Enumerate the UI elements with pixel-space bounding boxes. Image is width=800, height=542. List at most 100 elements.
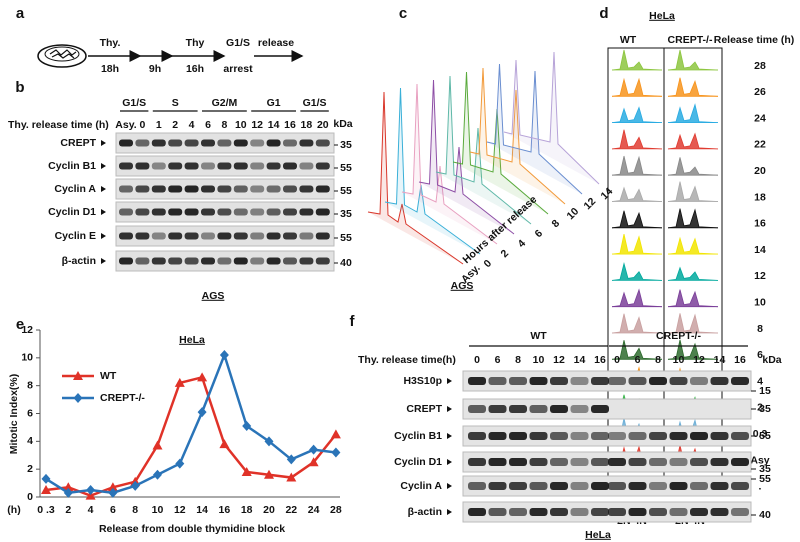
blot-band xyxy=(184,208,199,216)
blot-band xyxy=(283,257,297,265)
row-arrow xyxy=(101,163,106,169)
blot-band xyxy=(119,185,133,193)
point xyxy=(242,421,252,432)
blot-band xyxy=(299,139,314,147)
point xyxy=(264,436,274,447)
y-tick-label: 0 xyxy=(27,491,33,503)
row-arrow xyxy=(101,233,106,239)
lane-label: 0 xyxy=(614,354,620,366)
blot-band xyxy=(119,139,133,147)
blot-band xyxy=(608,377,626,385)
phase-label: G1/S xyxy=(303,97,327,109)
blot-band xyxy=(151,208,166,216)
row-arrow xyxy=(101,258,106,264)
phase-label: G1/S xyxy=(122,97,146,109)
blot-band xyxy=(731,458,749,466)
blot-band xyxy=(488,482,507,490)
histogram-trace xyxy=(469,67,566,205)
time-label: 12 xyxy=(754,270,766,282)
blot-band xyxy=(315,139,330,147)
facs-histogram xyxy=(667,49,719,71)
lane-label: 2 xyxy=(172,119,178,131)
point xyxy=(73,393,83,403)
time-label: 10 xyxy=(754,296,766,308)
protocol-label: 16h xyxy=(186,63,204,75)
cell-line: AGS xyxy=(202,290,225,302)
blot-band xyxy=(550,508,568,516)
blot-band xyxy=(509,458,527,466)
blot-band xyxy=(468,458,486,466)
blot-band xyxy=(468,405,486,413)
blot-band xyxy=(135,232,150,240)
blot-band xyxy=(509,377,527,385)
blot-band xyxy=(299,185,314,193)
blot-band xyxy=(315,162,330,170)
blot-band xyxy=(250,185,265,193)
blot-band xyxy=(201,232,215,240)
blot-band xyxy=(710,508,729,516)
column-label: CREPT-/- xyxy=(668,34,713,46)
time-label: 2 xyxy=(757,402,763,414)
blot-band xyxy=(168,208,183,216)
y-tick-label: 12 xyxy=(21,324,33,336)
facs-histogram xyxy=(611,288,663,308)
blot-band xyxy=(233,232,248,240)
point xyxy=(86,485,96,496)
x-tick-label: 4 xyxy=(88,504,94,516)
x-tick-label: 18 xyxy=(241,504,253,516)
blot-band xyxy=(488,458,507,466)
blot-band xyxy=(591,405,609,413)
blot-band xyxy=(509,405,527,413)
lane-label: 8 xyxy=(655,354,661,366)
x-tick-label: 0 .3 xyxy=(37,504,55,516)
kda-marker: 35 xyxy=(759,463,771,475)
kda-label: kDa xyxy=(333,118,352,130)
blot-band xyxy=(266,208,281,216)
blot-band xyxy=(690,377,708,385)
blot-band xyxy=(315,208,330,216)
point xyxy=(63,482,74,492)
hours-label: 6 xyxy=(533,227,546,240)
y-tick-label: 4 xyxy=(27,435,33,447)
point xyxy=(130,480,140,491)
y-tick-label: 2 xyxy=(27,463,33,475)
histogram-trace xyxy=(435,75,532,225)
series-line xyxy=(45,375,337,497)
lane-label: Asy. xyxy=(115,119,136,131)
blot-band xyxy=(283,139,297,147)
protocol-label: arrest xyxy=(223,63,253,75)
group-label: CREPT-/- xyxy=(656,330,701,342)
time-label: 20 xyxy=(754,165,766,177)
x-unit: (h) xyxy=(7,504,20,516)
protocol-label: 18h xyxy=(101,63,119,75)
blot-band xyxy=(550,377,568,385)
hours-label: 0 xyxy=(482,257,495,270)
blot-band xyxy=(628,482,647,490)
lane-label: 8 xyxy=(221,119,227,131)
hours-label: 2 xyxy=(499,247,512,260)
kda-marker: 55 xyxy=(759,473,771,485)
blot-band xyxy=(233,257,248,265)
protocol-label: 9h xyxy=(149,63,161,75)
blot-band xyxy=(151,139,166,147)
lane-label: 0 xyxy=(474,354,480,366)
blot-band xyxy=(570,458,589,466)
time-label: Release time (h) xyxy=(714,34,795,46)
facs-histogram xyxy=(611,155,663,176)
protocol-label: Thy xyxy=(186,37,205,49)
legend-label: CREPT-/- xyxy=(100,392,145,404)
group-label: WT xyxy=(530,330,547,342)
lane-label: 12 xyxy=(251,119,263,131)
protein-label: Cyclin B1 xyxy=(48,160,96,172)
blot-band xyxy=(168,162,183,170)
row-arrow xyxy=(101,186,106,192)
blot-band xyxy=(299,162,314,170)
blot-band xyxy=(628,432,647,440)
blot-band xyxy=(649,508,667,516)
blot-band xyxy=(468,508,486,516)
blot-band xyxy=(570,405,589,413)
blot-band xyxy=(608,458,626,466)
blot-band xyxy=(529,458,548,466)
blot-band xyxy=(591,482,609,490)
protein-label: Cyclin A xyxy=(400,480,442,492)
